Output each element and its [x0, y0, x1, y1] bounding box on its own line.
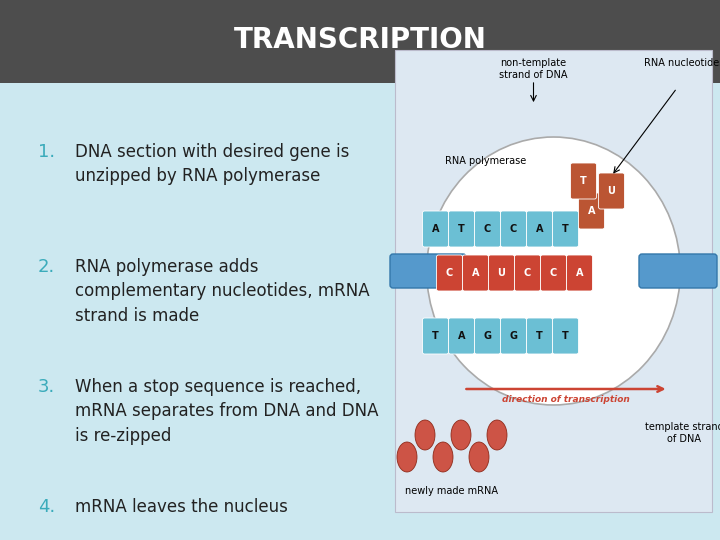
Text: T: T: [432, 331, 439, 341]
FancyBboxPatch shape: [449, 211, 474, 247]
FancyBboxPatch shape: [541, 255, 567, 291]
Text: RNA polymerase: RNA polymerase: [445, 156, 526, 166]
Text: direction of transcription: direction of transcription: [502, 395, 629, 404]
FancyBboxPatch shape: [500, 211, 526, 247]
FancyBboxPatch shape: [552, 211, 578, 247]
FancyBboxPatch shape: [526, 318, 552, 354]
Text: G: G: [484, 331, 492, 341]
Text: DNA section with desired gene is
unzipped by RNA polymerase: DNA section with desired gene is unzippe…: [75, 143, 349, 185]
Text: A: A: [576, 268, 583, 278]
Text: U: U: [498, 268, 505, 278]
Ellipse shape: [469, 442, 489, 472]
FancyBboxPatch shape: [598, 173, 624, 209]
FancyBboxPatch shape: [526, 211, 552, 247]
FancyBboxPatch shape: [567, 255, 593, 291]
FancyBboxPatch shape: [552, 318, 578, 354]
Text: newly made mRNA: newly made mRNA: [405, 486, 498, 496]
Text: When a stop sequence is reached,
mRNA separates from DNA and DNA
is re-zipped: When a stop sequence is reached, mRNA se…: [75, 378, 379, 444]
FancyBboxPatch shape: [578, 193, 605, 229]
Text: T: T: [458, 224, 465, 234]
Text: TRANSCRIPTION: TRANSCRIPTION: [233, 26, 487, 54]
Text: T: T: [562, 331, 569, 341]
Text: A: A: [588, 206, 595, 216]
Text: C: C: [446, 268, 453, 278]
Text: 2.: 2.: [38, 258, 55, 276]
FancyBboxPatch shape: [462, 255, 488, 291]
Text: T: T: [536, 331, 543, 341]
Text: C: C: [550, 268, 557, 278]
FancyBboxPatch shape: [474, 211, 500, 247]
FancyBboxPatch shape: [639, 254, 717, 288]
FancyBboxPatch shape: [500, 318, 526, 354]
Ellipse shape: [487, 420, 507, 450]
Text: 1.: 1.: [38, 143, 55, 161]
Text: C: C: [510, 224, 517, 234]
Ellipse shape: [415, 420, 435, 450]
FancyBboxPatch shape: [390, 254, 466, 288]
FancyBboxPatch shape: [515, 255, 541, 291]
FancyBboxPatch shape: [436, 255, 462, 291]
Text: C: C: [484, 224, 491, 234]
FancyBboxPatch shape: [474, 318, 500, 354]
Text: A: A: [432, 224, 439, 234]
Bar: [395, 50, 712, 512]
Text: T: T: [562, 224, 569, 234]
Text: C: C: [524, 268, 531, 278]
Text: RNA nucleotides: RNA nucleotides: [644, 58, 720, 68]
Ellipse shape: [397, 442, 417, 472]
Text: A: A: [536, 224, 544, 234]
Text: non-template
strand of DNA: non-template strand of DNA: [499, 58, 568, 79]
Ellipse shape: [451, 420, 471, 450]
Text: T: T: [580, 176, 587, 186]
FancyBboxPatch shape: [423, 318, 449, 354]
FancyBboxPatch shape: [570, 163, 596, 199]
Ellipse shape: [433, 442, 453, 472]
Bar: [0, 83, 720, 540]
FancyBboxPatch shape: [423, 211, 449, 247]
Text: mRNA leaves the nucleus: mRNA leaves the nucleus: [75, 498, 288, 516]
Ellipse shape: [427, 137, 680, 405]
Bar: [0, 0, 720, 83]
Text: 4.: 4.: [38, 498, 55, 516]
Text: A: A: [458, 331, 465, 341]
Text: RNA polymerase adds
complementary nucleotides, mRNA
strand is made: RNA polymerase adds complementary nucleo…: [75, 258, 369, 325]
Text: A: A: [472, 268, 480, 278]
Text: U: U: [608, 186, 616, 196]
FancyBboxPatch shape: [449, 318, 474, 354]
Text: 3.: 3.: [38, 378, 55, 396]
Text: template strand
of DNA: template strand of DNA: [644, 422, 720, 443]
FancyBboxPatch shape: [488, 255, 515, 291]
Text: G: G: [510, 331, 518, 341]
